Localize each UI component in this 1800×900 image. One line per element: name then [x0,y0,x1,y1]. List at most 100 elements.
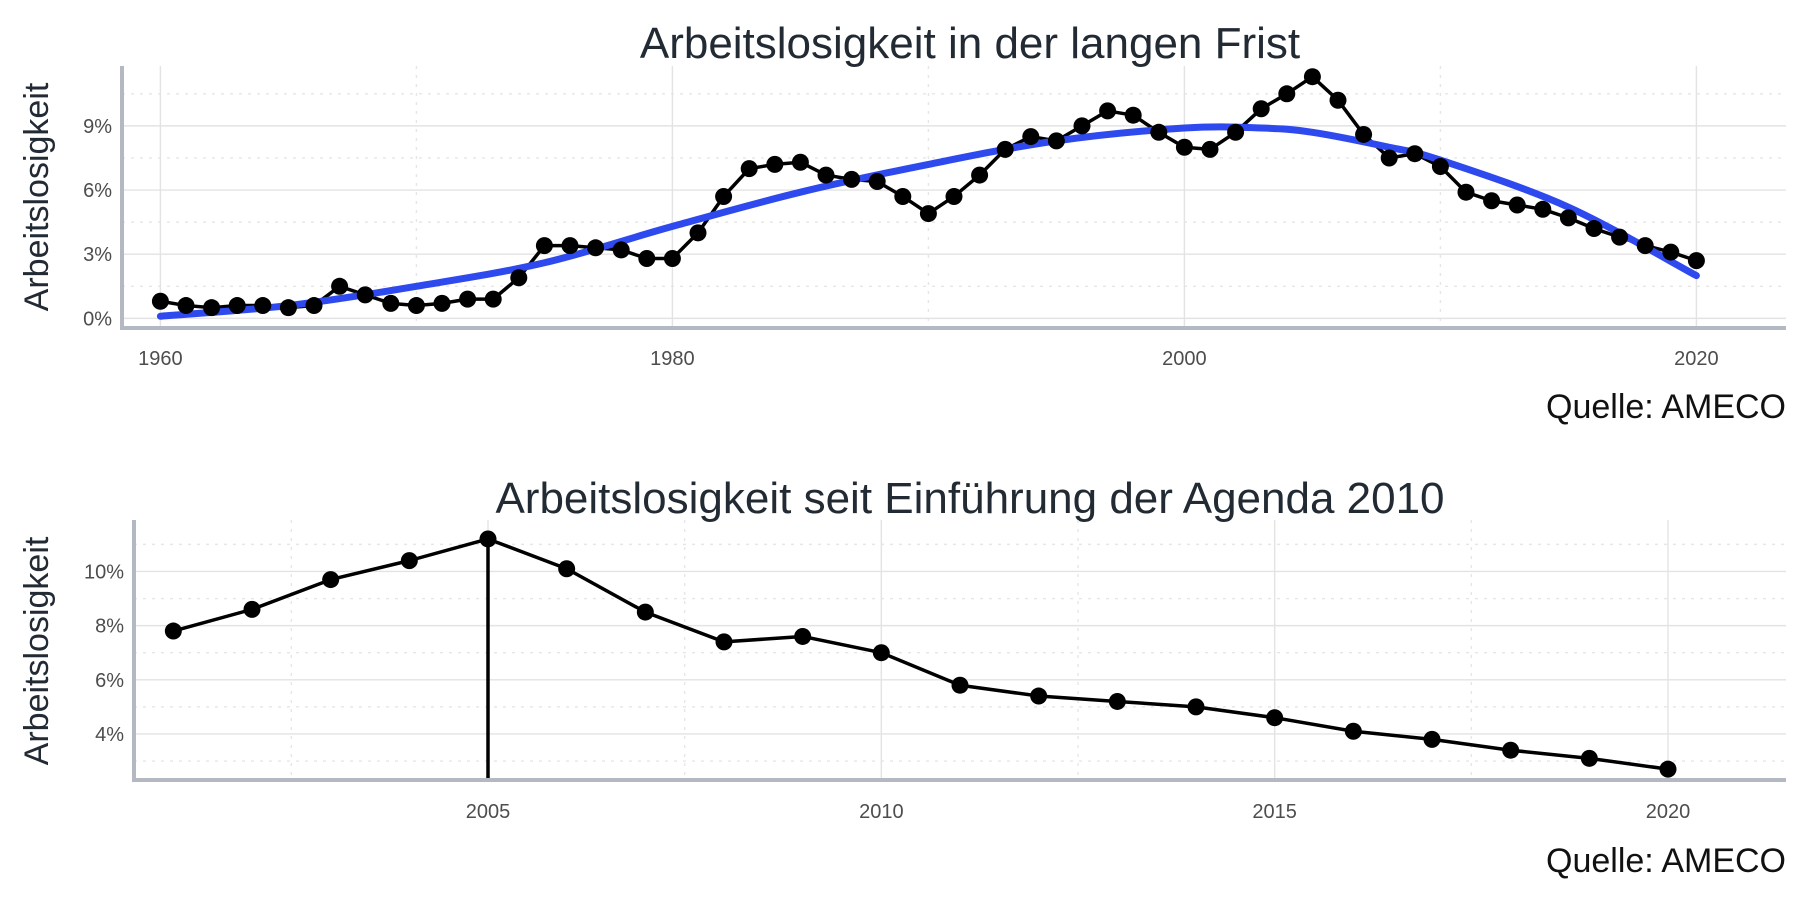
x-tick-labels: 1960 1980 2000 2020 [138,348,1719,370]
data-point [561,237,579,255]
data-point [1406,145,1424,163]
x-tick-label: 2010 [859,801,904,823]
data-point [177,297,195,315]
data-point [535,237,553,255]
data-point [400,552,418,570]
data-point [331,277,349,295]
data-point [1687,252,1705,270]
data-point [872,644,890,662]
data-point [1303,68,1321,86]
data-point [1124,106,1142,124]
data-point [382,294,400,312]
series-line [172,537,1669,771]
data-point [1585,220,1603,238]
data-point [1534,200,1552,218]
data-point [1227,123,1245,141]
data-point [1380,149,1398,167]
x-tick-labels: 2005 2010 2015 2020 [466,801,1691,823]
y-tick-label: 10% [84,561,124,583]
x-tick-label: 2015 [1252,801,1297,823]
data-point [766,155,784,173]
y-tick-label: 3% [83,244,112,266]
data-point [1508,196,1526,214]
data-point [1344,722,1362,740]
x-tick-label: 1960 [138,348,183,370]
data-point [663,249,681,267]
data-point [843,170,861,188]
data-point [868,172,886,190]
data-point [407,297,425,315]
data-point [636,603,654,621]
data-point [1099,102,1117,120]
data-point [1108,692,1126,710]
data-point [1580,749,1598,767]
data-point [1252,100,1270,118]
data-point [919,205,937,223]
chart-title: Arbeitslosigkeit seit Einführung der Age… [495,474,1444,523]
chart-title: Arbeitslosigkeit in der langen Frist [640,19,1300,68]
data-point [1278,85,1296,103]
data-point [638,249,656,267]
axes [132,520,1786,782]
data-marks [151,68,1705,320]
data-point [1329,91,1347,109]
data-point [1611,228,1629,246]
data-point [612,241,630,259]
y-tick-label: 4% [95,724,124,746]
data-point [203,299,221,317]
x-tick-label: 1980 [650,348,695,370]
data-point [1073,117,1091,135]
data-point [322,571,340,589]
data-point [1266,709,1284,727]
y-tick-labels: 4% 6% 8% 10% [84,561,124,746]
y-tick-label: 8% [95,616,124,638]
data-point [1483,192,1501,210]
x-tick-label: 2020 [1674,348,1719,370]
source-caption: Quelle: AMECO [1546,842,1786,880]
data-point [587,239,605,257]
data-point [305,297,323,315]
data-point [791,153,809,171]
data-point [479,530,497,548]
x-tick-label: 2005 [466,801,511,823]
data-point [715,187,733,205]
x-tick-label: 2020 [1646,801,1691,823]
axis-lines [120,66,1786,330]
data-point [971,166,989,184]
gridlines [134,520,1786,780]
data-point [715,633,733,651]
y-tick-label: 6% [95,670,124,692]
source-caption: Quelle: AMECO [1546,388,1786,426]
y-tick-label: 9% [83,116,112,138]
data-point [484,290,502,308]
axes [120,66,1786,330]
data-point [228,297,246,315]
y-tick-label: 6% [83,180,112,202]
data-point [1423,730,1441,748]
data-point [1047,132,1065,150]
data-point [459,290,477,308]
x-tick-label: 2000 [1162,348,1207,370]
data-point [740,160,758,178]
axis-lines [132,520,1786,782]
agenda-2010-chart: Arbeitslosigkeit seit Einführung der Age… [18,474,1786,880]
data-point [1502,741,1520,759]
data-point [1150,123,1168,141]
data-point [1457,183,1475,201]
data-point [164,622,182,640]
data-point [1355,125,1373,143]
data-point [794,627,812,645]
data-point [558,560,576,578]
y-axis-label: Arbeitslosigkeit [18,536,56,765]
data-point [356,286,374,304]
data-point [1662,243,1680,261]
data-point [817,166,835,184]
data-point [1559,209,1577,227]
data-point [433,294,451,312]
data-point [1187,698,1205,716]
data-point [1659,760,1677,778]
y-tick-label: 0% [83,308,112,330]
data-point [689,224,707,242]
data-point [894,187,912,205]
